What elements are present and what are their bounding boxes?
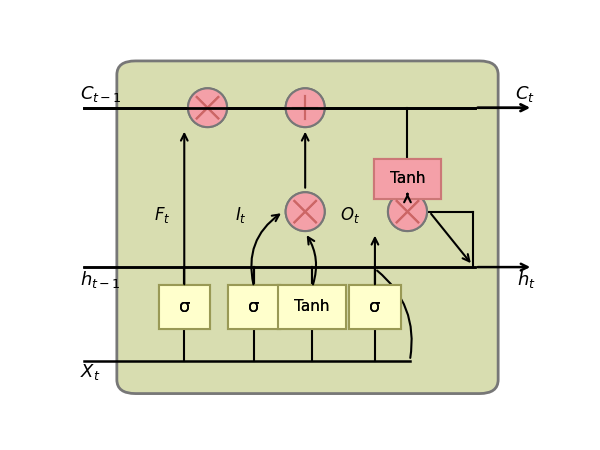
Text: $I_t$: $I_t$ (235, 205, 247, 225)
Ellipse shape (388, 192, 427, 231)
Text: $C_t$: $C_t$ (515, 84, 535, 104)
Ellipse shape (388, 192, 427, 231)
FancyBboxPatch shape (278, 285, 346, 328)
Ellipse shape (188, 88, 227, 127)
FancyBboxPatch shape (349, 285, 401, 328)
Text: Tanh: Tanh (390, 171, 425, 186)
Ellipse shape (286, 192, 325, 231)
Text: σ: σ (179, 298, 190, 316)
Ellipse shape (188, 88, 227, 127)
Text: σ: σ (248, 298, 260, 316)
Ellipse shape (286, 88, 325, 127)
FancyBboxPatch shape (158, 285, 210, 328)
FancyBboxPatch shape (229, 285, 280, 328)
Text: σ: σ (248, 298, 260, 316)
Text: $O_t$: $O_t$ (340, 205, 360, 225)
Text: Tanh: Tanh (295, 299, 330, 315)
FancyBboxPatch shape (349, 285, 401, 328)
FancyBboxPatch shape (158, 285, 210, 328)
Text: σ: σ (369, 298, 380, 316)
Text: σ: σ (179, 298, 190, 316)
FancyBboxPatch shape (229, 285, 280, 328)
Text: $F_t$: $F_t$ (154, 205, 170, 225)
FancyBboxPatch shape (374, 159, 441, 198)
Text: $h_{t-1}$: $h_{t-1}$ (80, 269, 121, 290)
Text: $C_{t-1}$: $C_{t-1}$ (80, 84, 122, 104)
Ellipse shape (286, 192, 325, 231)
FancyBboxPatch shape (278, 285, 346, 328)
Text: σ: σ (369, 298, 380, 316)
Text: $h_t$: $h_t$ (517, 269, 535, 290)
Text: Tanh: Tanh (295, 299, 330, 315)
Ellipse shape (286, 88, 325, 127)
Text: Tanh: Tanh (390, 171, 425, 186)
FancyBboxPatch shape (117, 61, 498, 394)
FancyBboxPatch shape (374, 159, 441, 198)
Text: $X_t$: $X_t$ (80, 362, 100, 382)
